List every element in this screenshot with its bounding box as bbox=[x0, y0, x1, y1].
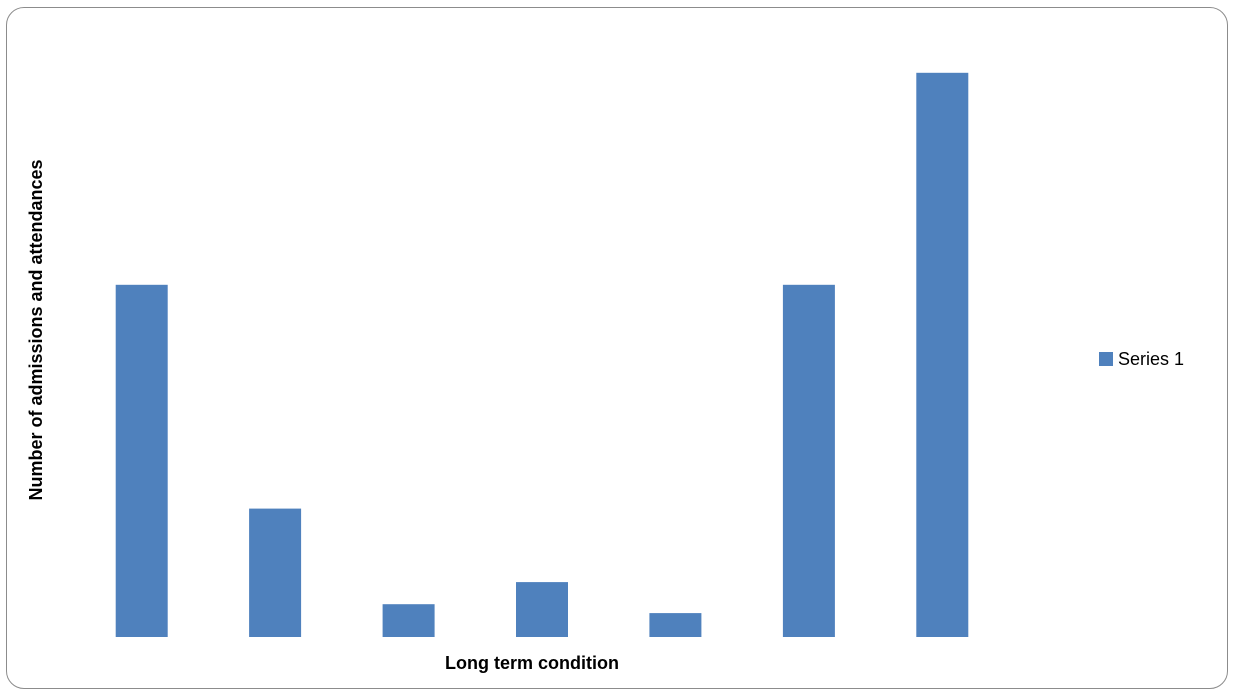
bar-6 bbox=[782, 284, 835, 637]
legend: Series 1 bbox=[1099, 349, 1184, 369]
y-axis-title: Number of admissions and attendances bbox=[26, 159, 46, 500]
legend-label-series-1: Series 1 bbox=[1118, 349, 1184, 369]
bar-1 bbox=[115, 284, 168, 637]
bar-2 bbox=[249, 508, 302, 637]
chart-frame bbox=[6, 7, 1228, 689]
bar-3 bbox=[382, 604, 435, 637]
x-axis-title: Long term condition bbox=[445, 653, 619, 673]
legend-swatch-series-1 bbox=[1099, 352, 1113, 366]
bar-4 bbox=[516, 582, 568, 637]
bar-5 bbox=[649, 613, 702, 637]
bars-group bbox=[115, 72, 969, 638]
bar-7 bbox=[916, 72, 969, 638]
